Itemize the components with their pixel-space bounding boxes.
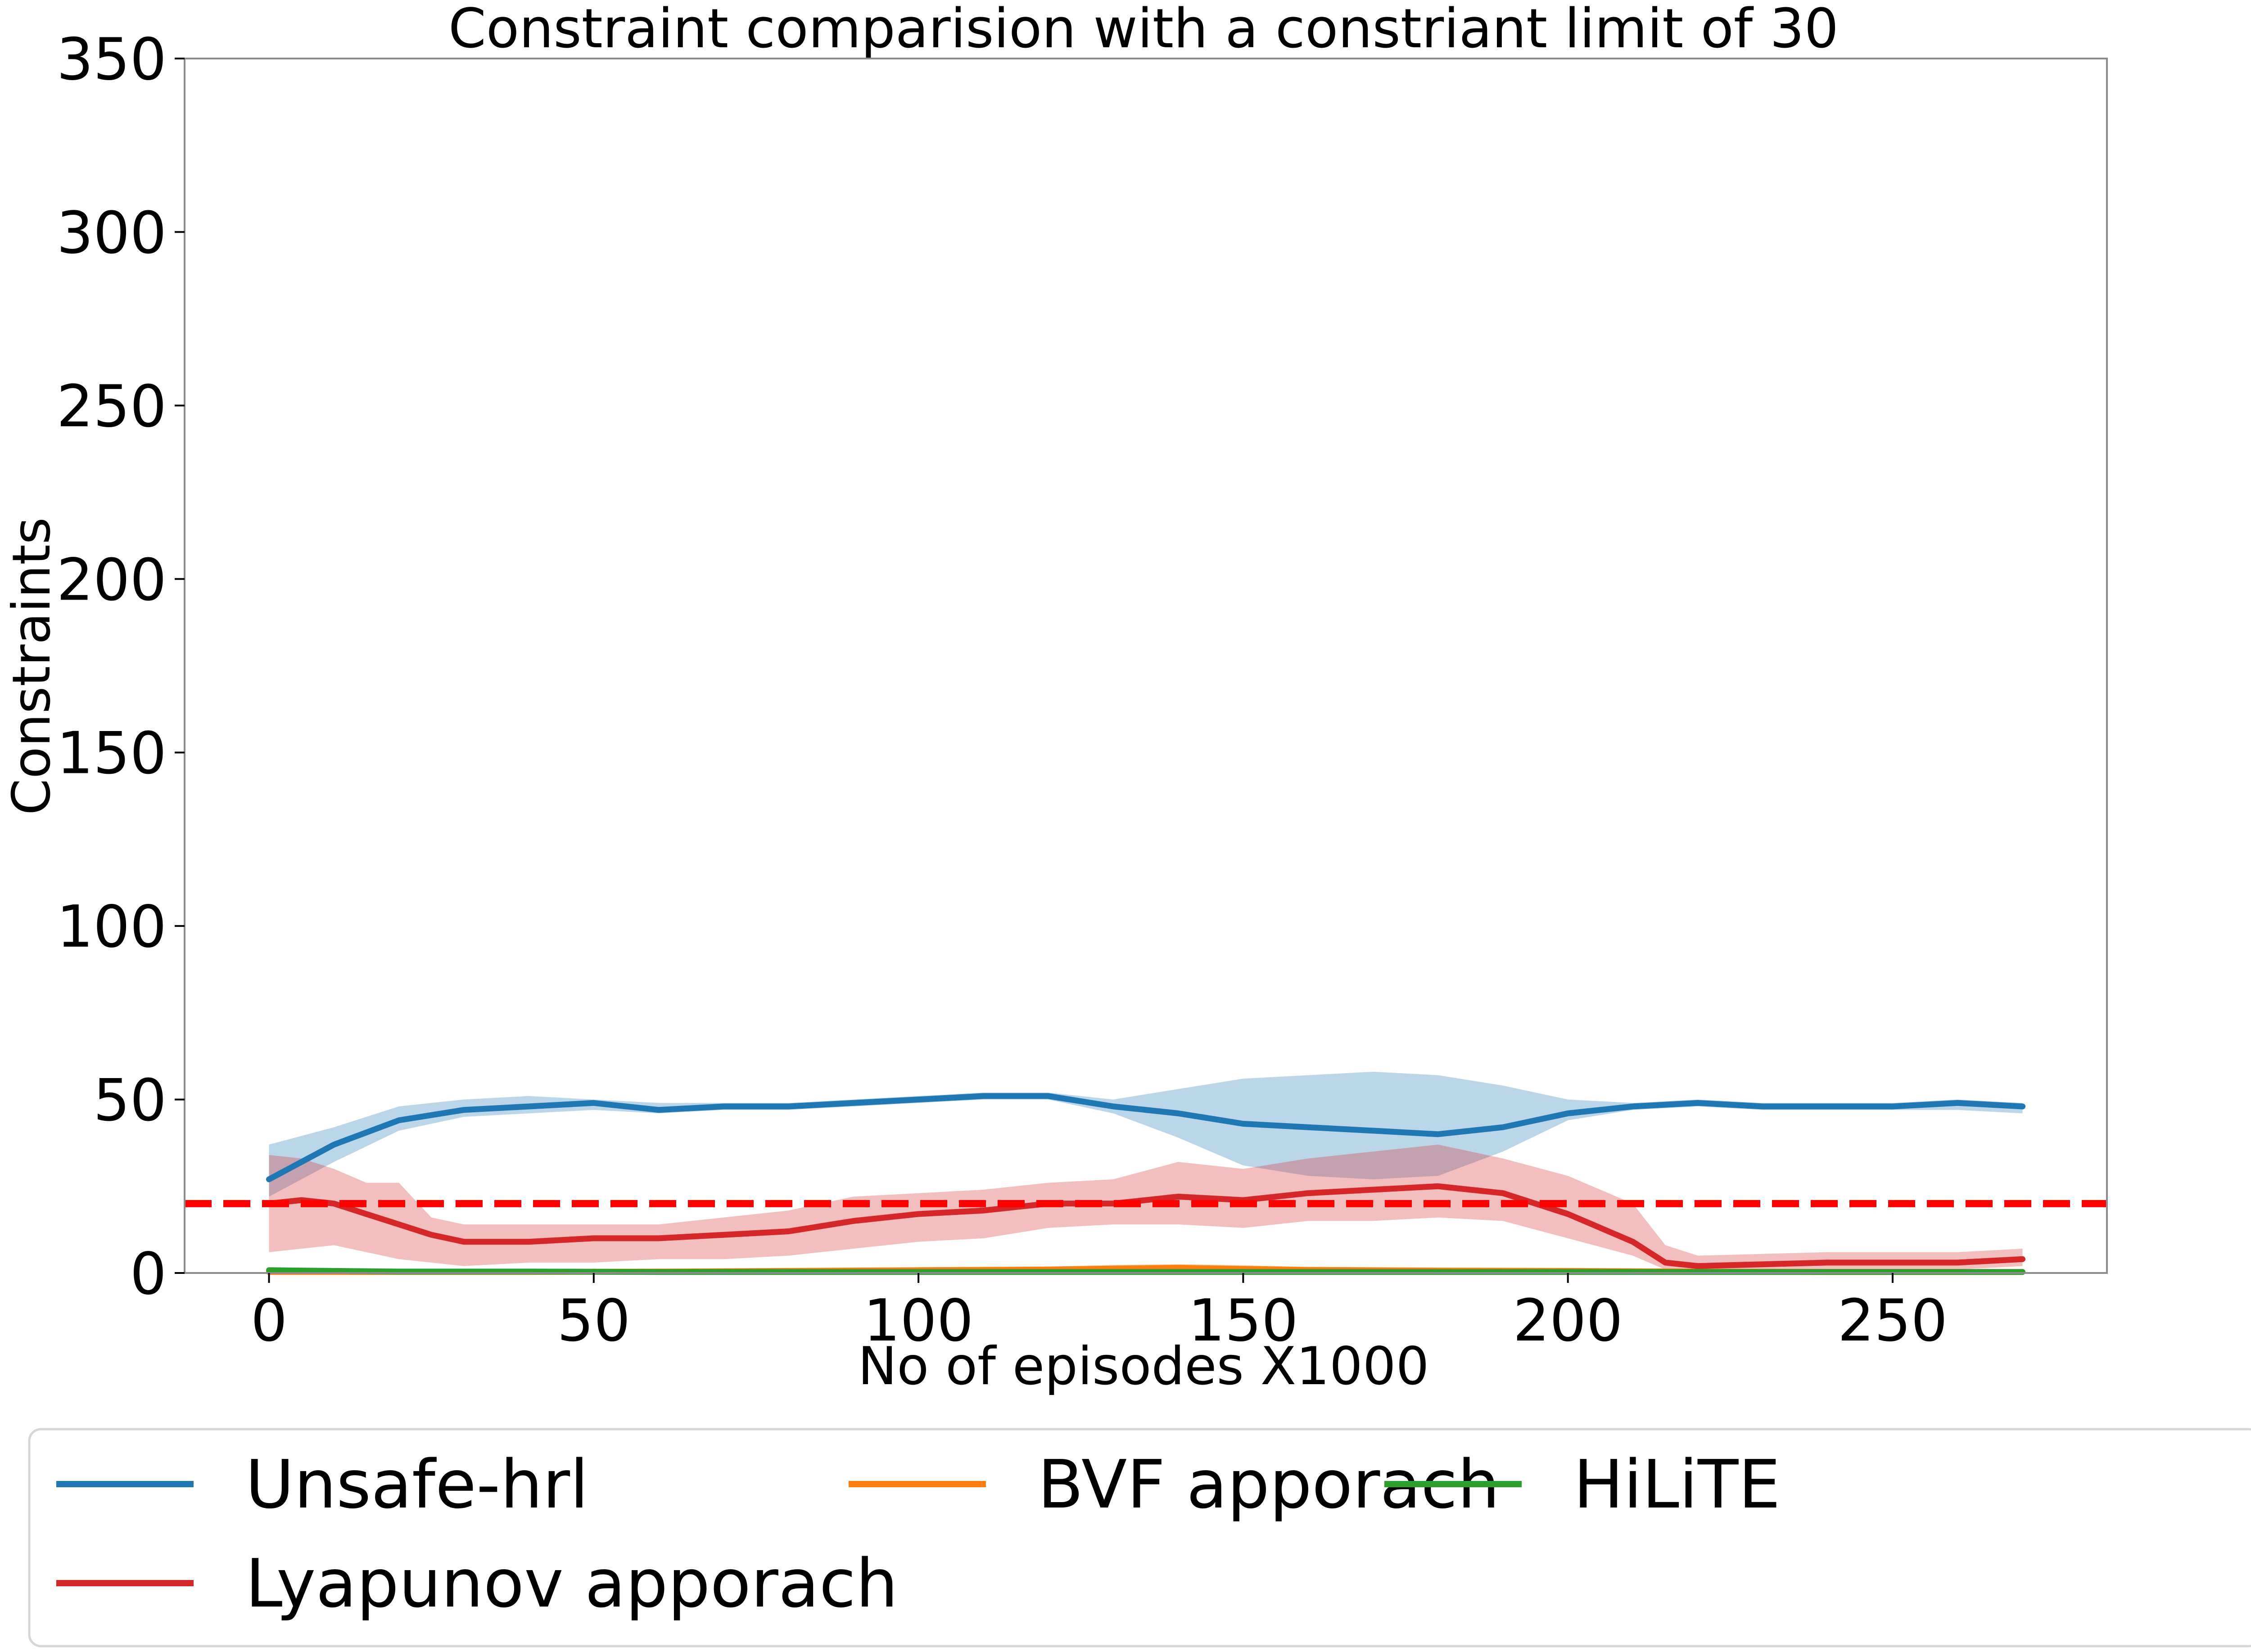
line-unsafe-hrl: [266, 1093, 2025, 1183]
x-tick-label: 0: [251, 1287, 287, 1354]
y-tick-label: 300: [57, 199, 167, 266]
legend-label-hilite: HiLiTE: [1573, 1446, 1781, 1523]
y-tick-label: 350: [57, 26, 167, 93]
y-tick-label: 200: [57, 546, 167, 614]
x-axis-ticks: 0 50 100 150 200 250: [251, 1273, 1948, 1354]
chart-title: Constraint comparision with a constriant…: [448, 0, 1839, 60]
x-tick-label: 250: [1838, 1287, 1948, 1354]
x-tick-label: 50: [557, 1287, 630, 1354]
y-tick-label: 150: [57, 720, 167, 787]
x-tick-label: 200: [1513, 1287, 1623, 1354]
legend-label-unsafe-hrl: Unsafe-hrl: [245, 1446, 588, 1523]
y-axis-ticks: 0 50 100 150 200 250 300 350: [57, 26, 185, 1308]
legend-label-lyapunov-apporach: Lyapunov apporach: [245, 1545, 898, 1622]
x-tick-label: 150: [1188, 1287, 1298, 1354]
y-tick-label: 50: [93, 1067, 167, 1134]
y-tick-label: 100: [57, 894, 167, 961]
line-hilite: [266, 1267, 2025, 1275]
x-tick-label: 100: [863, 1287, 973, 1354]
y-axis-label: Constraints: [1, 517, 62, 815]
y-tick-label: 250: [57, 373, 167, 440]
legend-box: [28, 1428, 2251, 1647]
band-unsafe-hrl: [269, 1071, 2023, 1197]
plot-frame: [184, 58, 2108, 1274]
y-tick-label: 0: [130, 1241, 167, 1308]
x-axis-label: No of episodes X1000: [858, 1336, 1429, 1397]
